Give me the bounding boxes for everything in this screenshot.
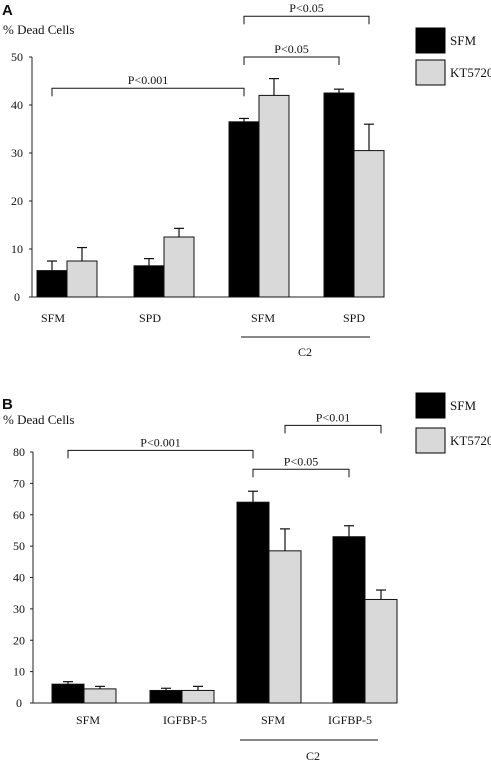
panel-b-bar-kt5720: [83, 688, 117, 704]
panel-b-group-label: C2: [306, 749, 320, 763]
panel-a-significance-bracket: P<0.05: [243, 1, 370, 25]
panel-b-axes: [32, 452, 383, 704]
panel-a-p-value-label: P<0.05: [274, 42, 308, 56]
panel-b-legend-swatch-kt5720: [415, 427, 446, 454]
panel-b-y-tick-label: 70: [13, 476, 25, 490]
panel-b-y-tick-label: 10: [13, 665, 25, 679]
panel-a-category-label: SFM: [251, 311, 275, 325]
panel-a-category-label: SFM: [41, 311, 65, 325]
panel-b-bar-sfm: [51, 683, 85, 704]
panel-a-bracket-line: [243, 56, 340, 65]
panel-a-bar-kt5720: [66, 260, 98, 298]
panel-b-category-label: SFM: [261, 713, 285, 727]
panel-b-p-value-label: P<0.05: [284, 454, 318, 468]
panel-b-y-tick-label: 80: [13, 445, 25, 459]
panel-a-y-tick-label: 10: [11, 242, 23, 256]
panel-b-p-value-label: P<0.001: [140, 435, 180, 449]
panel-b-y-tick-label: 20: [13, 633, 25, 647]
panel-a-group-label: C2: [298, 345, 312, 359]
panel-b-letter: B: [2, 396, 13, 413]
panel-a-category-label: SPD: [343, 311, 365, 325]
panel-a-y-tick-label: 30: [11, 146, 23, 160]
panel-a-letter: A: [2, 2, 13, 19]
panel-b-bracket-line: [252, 468, 350, 478]
panel-b-category-label: IGFBP-5: [328, 713, 372, 727]
panel-b-y-axis-label: % Dead Cells: [3, 412, 74, 427]
panel-b-category-label: IGFBP-5: [163, 713, 207, 727]
panel-b-significance-bracket: P<0.05: [252, 454, 350, 478]
panel-b-tick-labels: 0 10 20 30 40 50 60 70 80: [13, 445, 33, 710]
panel-a-bar-sfm: [133, 265, 165, 298]
panel-b-significance-bracket: P<0.01: [284, 410, 382, 434]
panel-b-legend-swatch-sfm: [415, 392, 446, 419]
panel-a-bar-kt5720: [258, 94, 290, 298]
panel-a-bars: [36, 92, 385, 298]
panel-b-p-value-label: P<0.01: [316, 410, 350, 424]
panel-a-y-tick-label: 0: [14, 290, 20, 304]
panel-b-legend-label-sfm: SFM: [450, 398, 476, 413]
panel-a-bar-sfm: [228, 121, 260, 298]
panel-b-category-label: SFM: [76, 713, 100, 727]
panel-a-significance-bracket: P<0.001: [51, 73, 245, 97]
panel-b-y-tick-label: 60: [13, 508, 25, 522]
panel-b-bar-sfm: [236, 501, 270, 704]
panel-a-p-value-label: P<0.001: [128, 73, 168, 87]
panel-b-significance-brackets: P<0.001 P<0.05 P<0.01: [67, 410, 382, 478]
panel-a-significance-bracket: P<0.05: [243, 42, 340, 65]
panel-a-significance-brackets: P<0.001 P<0.05 P<0.05: [51, 1, 370, 97]
panel-a-y-axis-label: % Dead Cells: [3, 22, 74, 37]
panel-a-bracket-line: [51, 87, 245, 97]
panel-a-y-tick-label: 50: [11, 50, 23, 64]
panel-b-legend: SFM KT5720: [415, 392, 491, 454]
panel-b-bracket-line: [284, 424, 382, 434]
panel-a-legend-label-sfm: SFM: [450, 33, 476, 48]
panel-a-bar-kt5720: [353, 150, 385, 298]
panel-b-bars: [51, 501, 398, 704]
panel-a-bar-kt5720: [163, 236, 195, 298]
panel-a-error-bars: [47, 77, 374, 271]
panel-a-y-tick-label: 40: [11, 98, 23, 112]
panel-b-bar-sfm: [149, 689, 183, 704]
panel-a: A % Dead Cells 0 10 20 30 40 50 P<0.001 P<0.05…: [2, 1, 491, 359]
panel-b-bar-kt5720: [364, 598, 398, 704]
panel-b-bracket-line: [67, 449, 254, 459]
panel-a-category-labels: SFM SPD SFM SPD: [41, 311, 365, 325]
panel-a-bar-sfm: [323, 92, 355, 298]
panel-a-p-value-label: P<0.05: [289, 1, 323, 15]
panel-a-legend-swatch-sfm: [415, 27, 446, 54]
panel-b-category-labels: SFM IGFBP-5 SFM IGFBP-5: [76, 713, 372, 727]
panel-a-y-tick-label: 20: [11, 194, 23, 208]
panel-a-tick-labels: 0 10 20 30 40 50: [11, 50, 32, 304]
panel-a-bracket-line: [243, 15, 370, 25]
panel-a-legend-label-kt5720: KT5720: [450, 65, 491, 80]
panel-a-legend: SFM KT5720: [415, 27, 491, 86]
panel-b-y-tick-label: 50: [13, 539, 25, 553]
panel-b-error-bars: [63, 490, 386, 691]
panel-b-y-tick-label: 40: [13, 571, 25, 585]
panel-a-bar-sfm: [36, 270, 68, 298]
panel-b-significance-bracket: P<0.001: [67, 435, 254, 459]
panel-b: B % Dead Cells 0 10 20 30 40 50 60 70 80 P<0.001…: [2, 392, 491, 763]
panel-b-bar-sfm: [332, 536, 366, 704]
panel-a-category-label: SPD: [139, 311, 161, 325]
panel-b-bar-kt5720: [268, 550, 302, 704]
panel-b-legend-label-kt5720: KT5720: [450, 433, 491, 448]
panel-b-bar-kt5720: [181, 689, 215, 704]
panel-b-y-tick-label: 0: [16, 696, 22, 710]
panel-b-y-tick-label: 30: [13, 602, 25, 616]
panel-a-legend-swatch-kt5720: [415, 59, 446, 86]
